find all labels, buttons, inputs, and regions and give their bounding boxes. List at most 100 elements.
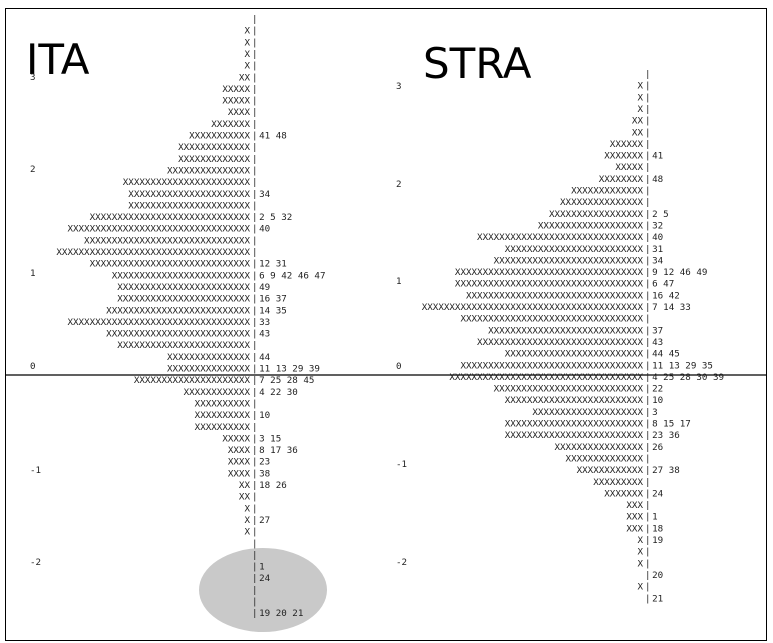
person-marks: XXXXX <box>222 433 250 444</box>
map-row: XXXXXXXXXXXXXXXXXXXXXXXX | 49 <box>117 282 270 293</box>
separator-bar: | <box>645 500 651 511</box>
item-labels: 40 <box>259 224 270 235</box>
item-labels: 22 <box>652 384 663 395</box>
person-marks: XXXXXXXXXXXXXXXXXXXXXX <box>128 200 250 211</box>
map-row: XXXXXXXXXXXX | 4 22 30 <box>184 387 298 398</box>
item-labels: 43 <box>259 329 270 340</box>
map-row: XXXXXXXXXXXXXXX | 11 13 29 39 <box>167 364 320 375</box>
person-marks: XXXXXXXXXXXXXXX <box>167 352 250 363</box>
item-labels: 44 45 <box>652 349 680 360</box>
item-labels: 6 9 42 46 47 <box>259 270 325 281</box>
map-row: XXXXX | <box>222 96 257 107</box>
item-labels: 16 42 <box>652 290 680 301</box>
map-row: XXXXXXXXXXXXXXXXXXXXXX | <box>128 200 257 211</box>
separator-bar: | <box>252 398 258 409</box>
map-row: XX | <box>239 72 258 83</box>
person-marks: XXXXXXXXXXXXXXXXXXXXXXXX <box>117 294 250 305</box>
item-labels: 7 14 33 <box>652 302 691 313</box>
map-row: | 21 <box>645 593 663 604</box>
map-row: X | 19 <box>637 535 663 546</box>
separator-bar: | <box>645 558 651 569</box>
map-row: XXXXXXXXXXXXXXXXXXXXXXXXX | 44 45 <box>505 349 680 360</box>
map-row: X | <box>637 582 650 593</box>
separator-bar: | <box>252 131 258 142</box>
y-tick-label: 0 <box>396 361 402 372</box>
person-marks: XXXXXXXXXXXXXXXXXXXXXXXXXXXXXXXXXX <box>455 279 644 290</box>
separator-bar: | <box>252 550 258 561</box>
item-labels: 16 37 <box>259 294 287 305</box>
separator-bar: | <box>252 422 258 433</box>
separator-bar: | <box>252 270 258 281</box>
separator-bar: | <box>645 279 651 290</box>
map-row: | <box>252 14 258 25</box>
map-row: X | <box>637 547 650 558</box>
map-row: XXXXXXXXXXXX | 27 38 <box>577 465 680 476</box>
separator-bar: | <box>645 116 651 127</box>
person-marks: XXXXXXXXXXX <box>189 131 250 142</box>
person-marks: XXXXXXXXXXXXXXXXXXXXXXXXXXXXXXXXXXX <box>56 247 250 258</box>
map-row: XXXXX | <box>222 84 257 95</box>
separator-bar: | <box>252 259 258 270</box>
item-labels: 27 <box>259 515 270 526</box>
separator-bar: | <box>252 573 258 584</box>
y-tick-label: 3 <box>30 72 36 83</box>
y-tick-label: 2 <box>396 179 402 190</box>
person-marks: XXXXXXXXXXXXXXXXXXXXXXXXXXXXXXXXX <box>460 360 643 371</box>
map-row: X | <box>637 104 650 115</box>
person-marks: XXX <box>626 512 643 523</box>
y-tick-label: -2 <box>30 557 41 568</box>
map-row: XXXXXXXXXX | <box>195 422 258 433</box>
map-row: XXXXXXXXXXXXXXX | <box>560 197 651 208</box>
map-row: XXXX | 38 <box>228 468 270 479</box>
item-labels: 21 <box>652 593 663 604</box>
person-marks: X <box>244 527 250 538</box>
item-labels: 4 25 28 30 39 <box>652 372 724 383</box>
person-marks: XXXXXXX <box>604 488 643 499</box>
map-row: XXXXXXXXXXXXXXXXXXXXXXXXXXXXXXXXXXX | <box>56 247 257 258</box>
map-row: XXXXXXXXXXXXXXXXXXXXXXXXXXXXXXXXXX | 6 47 <box>455 279 674 290</box>
item-labels: 24 <box>259 573 271 584</box>
separator-bar: | <box>252 433 258 444</box>
separator-bar: | <box>252 235 258 246</box>
item-labels: 9 12 46 49 <box>652 267 707 278</box>
separator-bar: | <box>252 468 258 479</box>
item-labels: 33 <box>259 317 270 328</box>
map-row: | <box>252 597 258 608</box>
item-labels: 41 <box>652 151 663 162</box>
map-row: XXX | 18 <box>626 523 663 534</box>
person-marks: XXXXXXXXXXXXXXXXXXXXXXXXXXXXXXXXXXXXXXXX <box>422 302 644 313</box>
person-marks: XX <box>632 127 644 138</box>
person-marks: XXXXXXXXXXXXXXXXXXXXXXXXXXXXXXXXXX <box>455 267 644 278</box>
map-row: XXXXXXXXXXXXXXXXXXXXXXXXXXXXX | 12 31 <box>90 259 287 270</box>
separator-bar: | <box>252 527 258 538</box>
map-row: XXXXXXXXXXXXXXXXXXXXXXXXX | 8 15 17 <box>505 419 691 430</box>
separator-bar: | <box>252 49 258 60</box>
map-row: XXXXXXXXXXX | 41 48 <box>189 131 287 142</box>
highlight-ellipse <box>199 548 327 632</box>
person-marks: XXXXXXXXXXXXXXXX <box>554 442 643 453</box>
separator-bar: | <box>252 177 258 188</box>
separator-bar: | <box>645 360 651 371</box>
separator-bar: | <box>645 523 651 534</box>
item-labels: 8 17 36 <box>259 445 298 456</box>
separator-bar: | <box>252 503 258 514</box>
map-row: XXXXXXXXXXXXXXXX | 26 <box>554 442 663 453</box>
person-marks: XXXXXXXXXXXXXXXXXXXXXXXXXXXXXXXX <box>466 290 643 301</box>
map-row: XXXXXXXXXXXXXXXXXXXXXXXXXXXXXX | 43 <box>477 337 663 348</box>
item-labels: 49 <box>259 282 270 293</box>
person-marks: XXXXX <box>222 96 250 107</box>
map-row: | <box>645 69 651 80</box>
separator-bar: | <box>645 174 651 185</box>
separator-bar: | <box>645 453 651 464</box>
map-row: X | <box>244 26 257 37</box>
person-marks: XXXXXXXXXXXXXXXXXXXXXXXXXXXXXX <box>477 337 643 348</box>
item-labels: 3 <box>652 407 658 418</box>
y-tick-label: 3 <box>396 81 402 92</box>
map-row: XX | 18 26 <box>239 480 287 491</box>
separator-bar: | <box>645 547 651 558</box>
item-labels: 3 15 <box>259 433 281 444</box>
y-tick-label: 0 <box>30 361 36 372</box>
map-row: XXXXXXXXXXXXXX | <box>566 453 651 464</box>
map-row: XXXXXXXXXXXXXXXXXXXXXXXXXXXXX | 2 5 32 <box>90 212 293 223</box>
map-row: XXXXXX | <box>610 139 651 150</box>
